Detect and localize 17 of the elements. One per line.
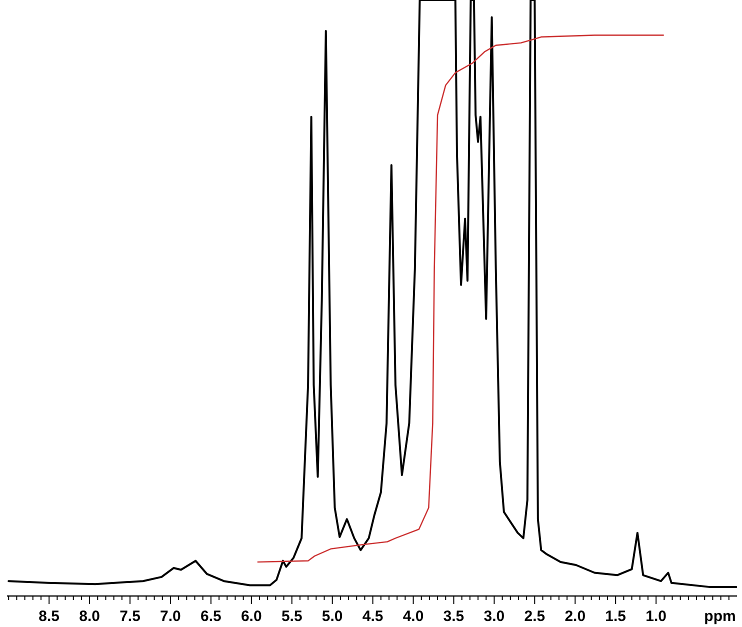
x-tick-label: 4.5 [362,608,384,625]
x-axis-title: ppm [704,608,736,625]
x-tick-label: 4.0 [402,608,424,625]
x-tick-label: 7.5 [120,608,140,625]
x-tick-label: 2.5 [524,608,546,625]
x-tick-label: 6.5 [200,608,222,625]
x-tick-label: 5.0 [322,608,343,625]
x-tick-label: 2.0 [564,608,586,625]
x-tick-label: 7.0 [160,608,181,625]
x-tick-label: 5.5 [281,608,302,625]
x-tick-label: 8.5 [38,608,60,625]
x-tick-label: 6.0 [240,608,262,625]
x-tick-label: 3.0 [484,608,505,625]
x-tick-label: 1.0 [646,608,666,625]
x-tick-label: 8.0 [79,608,100,625]
x-tick-label: 3.5 [443,608,464,625]
x-tick-label: 1.5 [605,608,626,625]
